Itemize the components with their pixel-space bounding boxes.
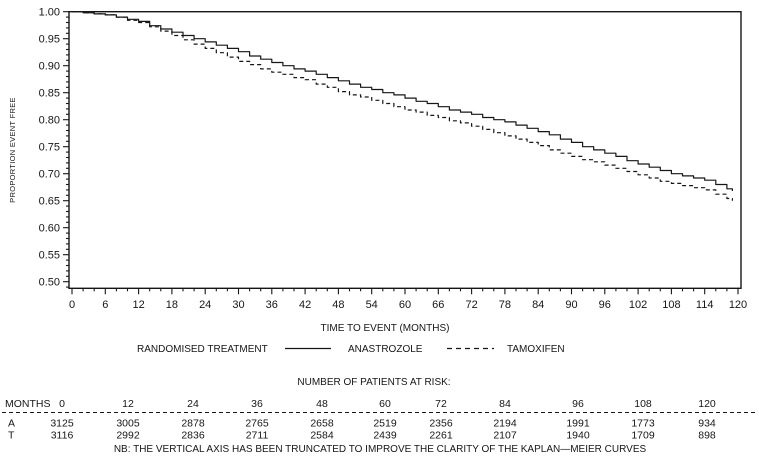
risk-table-months-row: 0 12 24 36 48 60 72 84 96 108 120 bbox=[59, 398, 716, 410]
x-tick-label: 18 bbox=[166, 299, 178, 311]
risk-month-header: 0 bbox=[59, 398, 65, 410]
x-tick-label: 84 bbox=[532, 299, 544, 311]
x-tick-label: 54 bbox=[366, 299, 378, 311]
risk-value-cell: 2107 bbox=[493, 430, 517, 442]
y-tick-label: 0.75 bbox=[39, 142, 60, 154]
y-tick-label: 0.55 bbox=[39, 250, 60, 262]
y-tick-label: 0.90 bbox=[39, 61, 60, 73]
y-tick-label: 1.00 bbox=[39, 7, 60, 19]
risk-value-cell: 3116 bbox=[51, 430, 74, 442]
y-tick-label: 0.70 bbox=[39, 169, 60, 181]
risk-month-header: 108 bbox=[634, 398, 652, 410]
x-tick-label: 102 bbox=[629, 299, 647, 311]
risk-table: NUMBER OF PATIENTS AT RISK: MONTHS 0 12 24… bbox=[2, 377, 757, 455]
legend-label-anastrozole: ANASTROZOLE bbox=[348, 344, 423, 355]
x-tick-label: 24 bbox=[199, 299, 211, 311]
risk-value-cell: 2519 bbox=[373, 418, 397, 430]
risk-value-cell: 2194 bbox=[493, 418, 517, 430]
legend-title: RANDOMISED TREATMENT bbox=[137, 344, 268, 355]
risk-month-header: 12 bbox=[122, 398, 134, 410]
truncation-note: NB: THE VERTICAL AXIS HAS BEEN TRUNCATED… bbox=[114, 444, 647, 455]
y-tick-label: 0.95 bbox=[39, 34, 60, 46]
x-tick-label: 90 bbox=[565, 299, 577, 311]
risk-month-header: 48 bbox=[316, 398, 328, 410]
risk-value-cell: 3125 bbox=[50, 418, 74, 430]
risk-row-t-label: T bbox=[8, 430, 15, 442]
risk-value-cell: 2992 bbox=[116, 430, 140, 442]
risk-value-cell: 3005 bbox=[116, 418, 140, 430]
risk-month-header: 120 bbox=[698, 398, 716, 410]
legend: RANDOMISED TREATMENT ANASTROZOLE TAMOXIF… bbox=[137, 344, 565, 355]
x-tick-label: 60 bbox=[399, 299, 411, 311]
risk-value-cell: 2658 bbox=[310, 418, 334, 430]
risk-value-cell: 898 bbox=[698, 430, 716, 442]
risk-value-cell: 2711 bbox=[246, 430, 269, 442]
risk-value-cell: 2584 bbox=[310, 430, 334, 442]
x-tick-label: 36 bbox=[266, 299, 278, 311]
x-axis-ticks: 0 6 12 18 24 30 36 42 48 54 60 66 72 78 84 90 96 102 108 11… bbox=[69, 288, 747, 311]
curves bbox=[72, 11, 733, 201]
risk-row-t-values: 3116 2992 2836 2711 2584 2439 2261 2107 1940 1709… bbox=[51, 430, 716, 442]
risk-month-header: 72 bbox=[435, 398, 447, 410]
x-tick-label: 0 bbox=[69, 299, 75, 311]
risk-value-cell: 2878 bbox=[181, 418, 205, 430]
risk-value-cell: 2765 bbox=[245, 418, 269, 430]
risk-value-cell: 1940 bbox=[566, 430, 590, 442]
risk-row-a-values: 3125 3005 2878 2765 2658 2519 2356 2194 1991 1773… bbox=[50, 418, 716, 430]
x-tick-label: 12 bbox=[132, 299, 144, 311]
y-axis-ticks: 1.00 0.95 0.90 0.85 0.80 0.75 0.70 0.65 0.60 0.55… bbox=[39, 7, 69, 289]
x-tick-label: 30 bbox=[232, 299, 244, 311]
x-tick-label: 78 bbox=[499, 299, 511, 311]
x-tick-label: 114 bbox=[696, 299, 714, 311]
x-tick-label: 6 bbox=[102, 299, 108, 311]
y-tick-label: 0.80 bbox=[39, 115, 60, 127]
y-tick-label: 0.60 bbox=[39, 223, 60, 235]
risk-month-header: 36 bbox=[251, 398, 263, 410]
risk-table-title: NUMBER OF PATIENTS AT RISK: bbox=[297, 377, 450, 388]
x-tick-label: 42 bbox=[299, 299, 311, 311]
x-tick-label: 120 bbox=[729, 299, 747, 311]
anastrozole-curve bbox=[72, 11, 733, 191]
x-tick-label: 66 bbox=[432, 299, 444, 311]
risk-value-cell: 2836 bbox=[181, 430, 205, 442]
risk-value-cell: 2356 bbox=[429, 418, 453, 430]
risk-value-cell: 1773 bbox=[631, 418, 655, 430]
legend-label-tamoxifen: TAMOXIFEN bbox=[507, 344, 565, 355]
x-tick-label: 72 bbox=[465, 299, 477, 311]
x-tick-label: 108 bbox=[662, 299, 680, 311]
risk-table-months-label: MONTHS bbox=[5, 398, 51, 410]
plot-frame bbox=[68, 10, 742, 290]
risk-value-cell: 2439 bbox=[373, 430, 397, 442]
risk-value-cell: 1991 bbox=[566, 418, 590, 430]
y-tick-label: 0.50 bbox=[39, 277, 60, 289]
risk-month-header: 24 bbox=[187, 398, 199, 410]
risk-value-cell: 2261 bbox=[429, 430, 453, 442]
x-tick-label: 48 bbox=[332, 299, 344, 311]
risk-month-header: 96 bbox=[572, 398, 584, 410]
risk-value-cell: 1709 bbox=[631, 430, 655, 442]
tamoxifen-curve bbox=[72, 11, 733, 201]
risk-value-cell: 934 bbox=[698, 418, 716, 430]
y-axis-title: PROPORTION EVENT FREE bbox=[8, 97, 17, 203]
x-axis-title: TIME TO EVENT (MONTHS) bbox=[321, 323, 450, 334]
x-tick-label: 96 bbox=[599, 299, 611, 311]
risk-row-a-label: A bbox=[8, 418, 15, 430]
y-tick-label: 0.65 bbox=[39, 196, 60, 208]
y-tick-label: 0.85 bbox=[39, 88, 60, 100]
risk-month-header: 60 bbox=[379, 398, 391, 410]
risk-month-header: 84 bbox=[499, 398, 511, 410]
